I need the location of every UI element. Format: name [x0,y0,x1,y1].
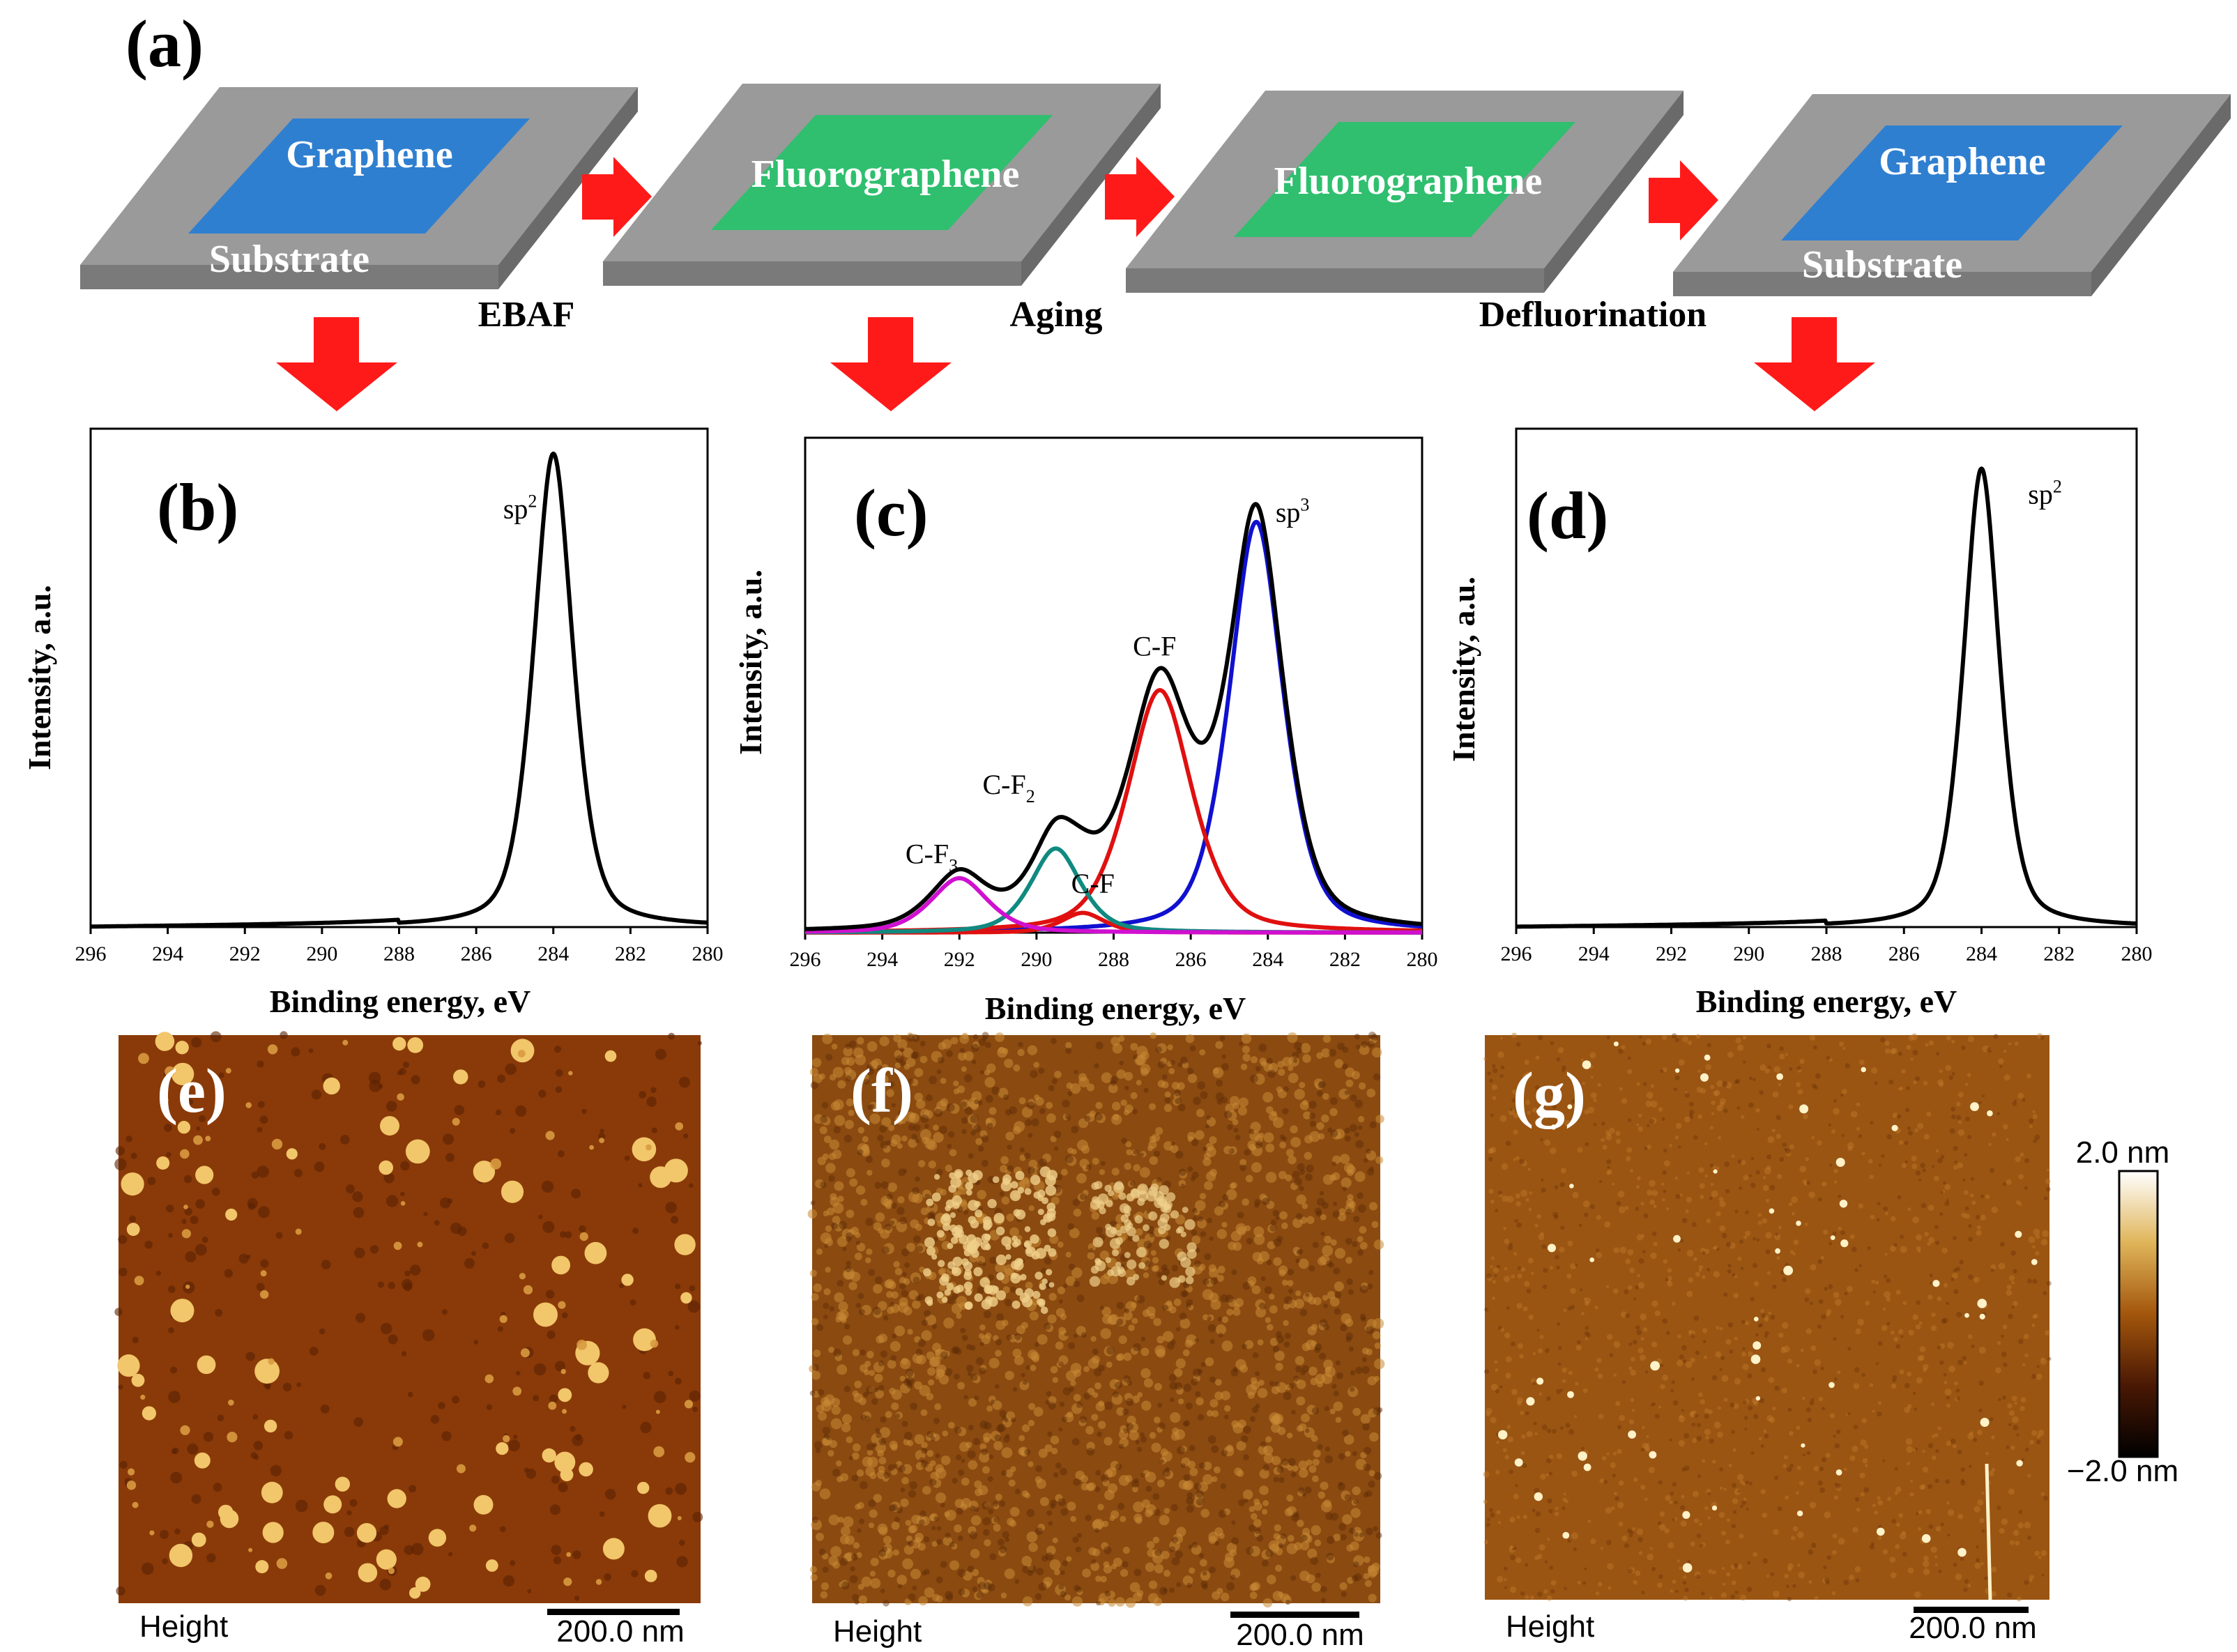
tick-label: 292 [1656,942,1687,965]
tick-label: 294 [152,942,183,965]
scale-bar-f-label: 200.0 nm [1236,1618,1364,1652]
peak-label: C-F3 [906,839,958,876]
fluorographene-film-2 [711,115,1053,230]
step-label-ebaf: EBAF [478,295,575,335]
panel-a-label: (a) [125,6,204,81]
slab-3: Fluorographene [1126,91,1684,293]
slab-4-top-label: Graphene [1879,140,2046,183]
tick-label: 282 [1329,948,1361,971]
step-label-defluorination: Defluorination [1479,295,1707,335]
tick-label: 280 [692,942,724,965]
scale-bar-e [547,1609,680,1615]
tick-label: 282 [615,942,646,965]
graphene-film-4 [1781,125,2123,240]
peak-label: C-F2 [982,769,1034,806]
tick-label: 284 [537,942,569,965]
slab-4-bottom-label: Substrate [1802,243,1962,286]
panel-e-label: (e) [157,1057,227,1126]
tick-label: 286 [1888,942,1920,965]
peak-label: sp2 [503,491,537,525]
tick-label: 290 [1733,942,1764,965]
afm-f-caption: Height [833,1614,922,1649]
step-label-aging: Aging [1010,295,1103,335]
slab-2-top-label: Fluorographene [751,153,1020,196]
tick-label: 282 [2043,942,2075,965]
series-line-c-f3 [804,875,1423,935]
scale-bar-e-label: 200.0 nm [556,1614,684,1649]
arrow-right-icon [1105,157,1175,237]
slab-1: Graphene Substrate [80,87,638,289]
tick-label: 288 [383,942,415,965]
afm-image-f: (f) [807,1032,1385,1608]
tick-label: 288 [1098,948,1129,971]
chart-b-ylabel: Intensity, a.u. [22,585,57,770]
arrow-down-icon [276,317,397,411]
slab-1-bottom-label: Substrate [209,238,369,281]
panel-d-label: (d) [1527,478,1608,553]
panel-b-label: (b) [157,470,238,544]
slab-1-top-label: Graphene [286,133,453,176]
tick-label: 284 [1252,948,1283,971]
fluorographene-film-3 [1234,122,1575,237]
panel-f-label: (f) [850,1057,913,1126]
tick-label: 290 [1021,948,1052,971]
tick-label: 294 [866,948,898,971]
afm-g-caption: Height [1506,1609,1594,1644]
chart-b-xlabel: Binding energy, eV [270,984,530,1019]
scale-bar-g [1914,1607,2029,1613]
tick-label: 284 [1966,942,1997,965]
tick-label: 294 [1578,942,1610,965]
tick-label: 280 [2121,942,2153,965]
tick-label: 296 [75,942,107,965]
peak-label: sp3 [1276,495,1310,528]
colorbar-max-label: 2.0 nm [2076,1135,2170,1170]
peak-label: sp2 [2028,476,2062,510]
scale-bar-f [1230,1612,1359,1618]
arrow-right-icon [1649,160,1718,240]
arrow-down-icon [830,317,952,411]
chart-d-ylabel: Intensity, a.u. [1446,576,1481,762]
slab-3-top-label: Fluorographene [1274,160,1543,203]
tick-label: 296 [1501,942,1532,965]
arrow-right-icon [582,157,652,237]
height-colorbar [2118,1170,2159,1458]
graphene-film-1 [188,118,530,234]
tick-label: 280 [1407,948,1438,971]
arrow-down-icon [1754,317,1875,411]
chart-d: (d) Binding energy, eV Intensity, a.u. 2… [1446,427,2153,1019]
tick-label: 292 [944,948,975,971]
colorbar-min-label: −2.0 nm [2067,1454,2178,1488]
tick-label: 290 [306,942,337,965]
afm-e-caption: Height [139,1609,228,1644]
slab-2: Fluorographene [603,84,1161,286]
tick-label: 286 [1175,948,1207,971]
afm-image-e: (e) [114,1031,703,1603]
afm-image-g: (g) [1483,1032,2052,1602]
tick-label: 288 [1811,942,1842,965]
panel-c-label: (c) [854,475,929,550]
tick-label: 292 [229,942,261,965]
panel-g-label: (g) [1513,1060,1586,1129]
scale-bar-g-label: 200.0 nm [1909,1611,2036,1645]
slab-4: Graphene Substrate [1673,94,2231,296]
tick-label: 296 [790,948,821,971]
chart-c-xlabel: Binding energy, eV [985,991,1246,1026]
series-line-envelope [804,502,1423,931]
chart-d-xlabel: Binding energy, eV [1696,984,1957,1019]
chart-c: (c) Binding energy, eV Intensity, a.u. 2… [733,436,1438,1026]
chart-c-ylabel: Intensity, a.u. [733,569,768,755]
tick-label: 286 [461,942,492,965]
chart-b: (b) Binding energy, eV Intensity, a.u. 2… [22,427,724,1019]
series-line-c-1s [1515,466,2138,929]
peak-label: C-F [1133,630,1176,661]
series-line-c-1s [89,451,709,929]
peak-label: C-F [1071,868,1115,899]
